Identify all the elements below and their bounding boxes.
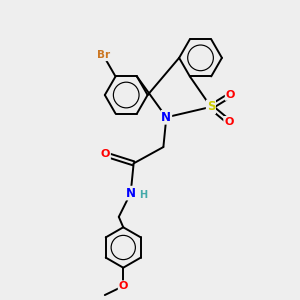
Text: O: O: [224, 117, 233, 127]
Text: Br: Br: [97, 50, 110, 60]
Text: N: N: [126, 187, 136, 200]
Text: H: H: [139, 190, 147, 200]
Text: N: N: [161, 111, 171, 124]
Text: O: O: [118, 281, 128, 291]
Text: S: S: [207, 100, 215, 113]
Text: O: O: [101, 149, 110, 160]
Text: O: O: [226, 90, 235, 100]
